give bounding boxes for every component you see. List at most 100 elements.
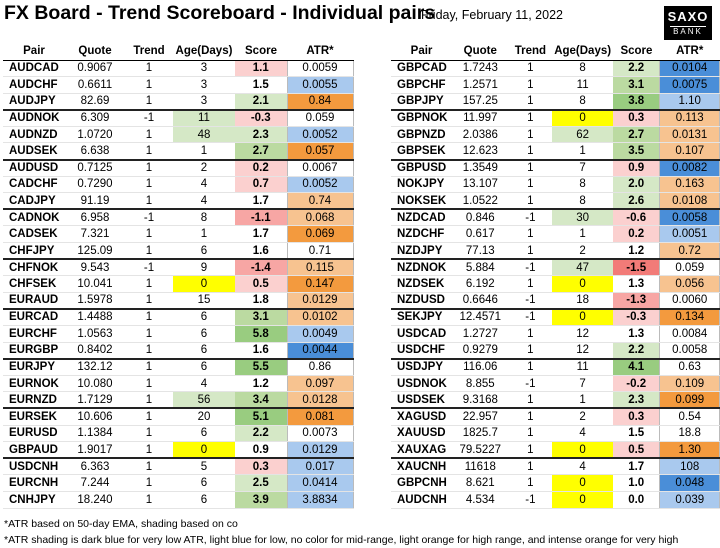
quote-cell: 11618 xyxy=(452,457,509,476)
table-row: EURNOK 10.080 1 4 1.2 0.097 xyxy=(3,375,354,393)
atr-cell: 0.72 xyxy=(659,242,720,260)
score-cell: 3.1 xyxy=(612,76,660,94)
age-cell: 0 xyxy=(552,441,613,459)
table-row: CHFSEK 10.041 1 0 0.5 0.147 xyxy=(3,275,354,293)
trend-cell: 1 xyxy=(125,93,173,111)
quote-cell: 1.5978 xyxy=(65,292,125,310)
pair-cell: EURAUD xyxy=(3,292,65,310)
trend-cell: 1 xyxy=(125,158,173,177)
quote-cell: 5.884 xyxy=(452,258,509,277)
age-cell: 12 xyxy=(552,325,613,343)
pair-cell: NOKSEK xyxy=(391,192,453,210)
quote-cell: 6.309 xyxy=(65,108,125,127)
quote-cell: 2.0386 xyxy=(452,126,509,144)
scoreboard-table-right: Pair Quote Trend Age(Days) Score ATR* GB… xyxy=(391,43,720,509)
table-row: NZDUSD 0.6646 -1 18 -1.3 0.0060 xyxy=(391,292,720,310)
score-cell: 1.6 xyxy=(235,242,287,260)
score-cell: 2.3 xyxy=(612,391,660,409)
age-cell: 8 xyxy=(552,93,613,111)
trend-cell: 1 xyxy=(125,225,173,244)
atr-cell: 0.069 xyxy=(286,225,354,244)
pair-cell: AUDCAD xyxy=(3,60,65,78)
score-cell: 1.6 xyxy=(235,342,287,360)
pair-cell: CADNOK xyxy=(3,208,65,227)
score-cell: 1.0 xyxy=(612,474,660,492)
trend-cell: 1 xyxy=(508,60,553,78)
page-title: FX Board - Trend Scoreboard - Individual… xyxy=(4,2,436,24)
pair-cell: EURJPY xyxy=(3,357,65,376)
age-cell: 0 xyxy=(552,275,613,293)
atr-cell: 0.0052 xyxy=(286,126,354,144)
pair-cell: EURGBP xyxy=(3,342,65,360)
quote-cell: 10.041 xyxy=(65,275,125,293)
age-cell: 56 xyxy=(173,391,235,409)
score-cell: 0.5 xyxy=(612,441,660,459)
score-cell: 0.9 xyxy=(612,158,660,177)
pair-cell: AUDNOK xyxy=(3,108,65,127)
score-cell: 1.5 xyxy=(235,76,287,94)
trend-cell: -1 xyxy=(508,491,553,509)
age-cell: 11 xyxy=(552,76,613,94)
quote-cell: 22.957 xyxy=(452,407,509,426)
column-header-age: Age(Days) xyxy=(173,43,235,61)
table-row: CADCHF 0.7290 1 4 0.7 0.0052 xyxy=(3,176,354,194)
table-row: NZDCHF 0.617 1 1 0.2 0.0051 xyxy=(391,225,720,244)
pair-cell: GBPSEK xyxy=(391,142,453,161)
table-row: USDJPY 116.06 1 11 4.1 0.63 xyxy=(391,357,720,376)
trend-cell: 1 xyxy=(125,441,173,459)
pair-cell: AUDNZD xyxy=(3,126,65,144)
age-cell: 4 xyxy=(173,176,235,194)
table-row: CHFJPY 125.09 1 6 1.6 0.71 xyxy=(3,242,354,260)
score-cell: 2.7 xyxy=(612,126,660,144)
quote-cell: 0.7125 xyxy=(65,158,125,177)
quote-cell: 79.5227 xyxy=(452,441,509,459)
age-cell: 15 xyxy=(173,292,235,310)
score-cell: -1.4 xyxy=(235,258,287,277)
trend-cell: 1 xyxy=(125,142,173,161)
pair-cell: XAUXAG xyxy=(391,441,453,459)
column-header-atr: ATR* xyxy=(287,43,353,61)
table-row: CADJPY 91.19 1 4 1.7 0.74 xyxy=(3,192,354,210)
age-cell: 7 xyxy=(552,158,613,177)
atr-cell: 0.0052 xyxy=(286,176,354,194)
table-row: GBPAUD 1.9017 1 0 0.9 0.0129 xyxy=(3,441,354,459)
trend-cell: 1 xyxy=(508,176,553,194)
atr-cell: 0.0051 xyxy=(659,225,720,244)
pair-cell: USDCNH xyxy=(3,457,65,476)
age-cell: 6 xyxy=(173,425,235,443)
score-cell: -1.1 xyxy=(235,208,287,227)
score-cell: 2.0 xyxy=(612,176,660,194)
trend-cell: -1 xyxy=(125,258,173,277)
quote-cell: 0.7290 xyxy=(65,176,125,194)
score-cell: 3.8 xyxy=(612,93,660,111)
score-cell: 0.0 xyxy=(612,491,660,509)
atr-cell: 0.0044 xyxy=(286,342,354,360)
atr-cell: 0.039 xyxy=(659,491,720,509)
age-cell: 6 xyxy=(173,357,235,376)
pair-cell: EURCAD xyxy=(3,307,65,326)
atr-cell: 0.0131 xyxy=(659,126,720,144)
age-cell: 11 xyxy=(552,357,613,376)
score-cell: -1.3 xyxy=(612,292,660,310)
footnote-atr-basis: *ATR based on 50-day EMA, shading based … xyxy=(4,518,238,530)
age-cell: 4 xyxy=(552,457,613,476)
age-cell: 2 xyxy=(552,407,613,426)
quote-cell: 82.69 xyxy=(65,93,125,111)
score-cell: 3.1 xyxy=(235,307,287,326)
atr-cell: 0.113 xyxy=(659,108,720,127)
age-cell: 8 xyxy=(552,176,613,194)
atr-cell: 0.0108 xyxy=(659,192,720,210)
age-cell: 4 xyxy=(173,192,235,210)
quote-cell: 0.9067 xyxy=(65,60,125,78)
score-cell: 5.5 xyxy=(235,357,287,376)
pair-cell: NZDSEK xyxy=(391,275,453,293)
age-cell: 18 xyxy=(552,292,613,310)
table-row: AUDNOK 6.309 -1 11 -0.3 0.059 xyxy=(3,108,354,127)
table-row: NZDNOK 5.884 -1 47 -1.5 0.059 xyxy=(391,258,720,277)
score-cell: -1.5 xyxy=(612,258,660,277)
trend-cell: 1 xyxy=(125,357,173,376)
table-row: SEKJPY 12.4571 -1 0 -0.3 0.134 xyxy=(391,307,720,326)
atr-cell: 0.0414 xyxy=(286,474,354,492)
trend-cell: 1 xyxy=(508,457,553,476)
trend-cell: 1 xyxy=(508,391,553,409)
